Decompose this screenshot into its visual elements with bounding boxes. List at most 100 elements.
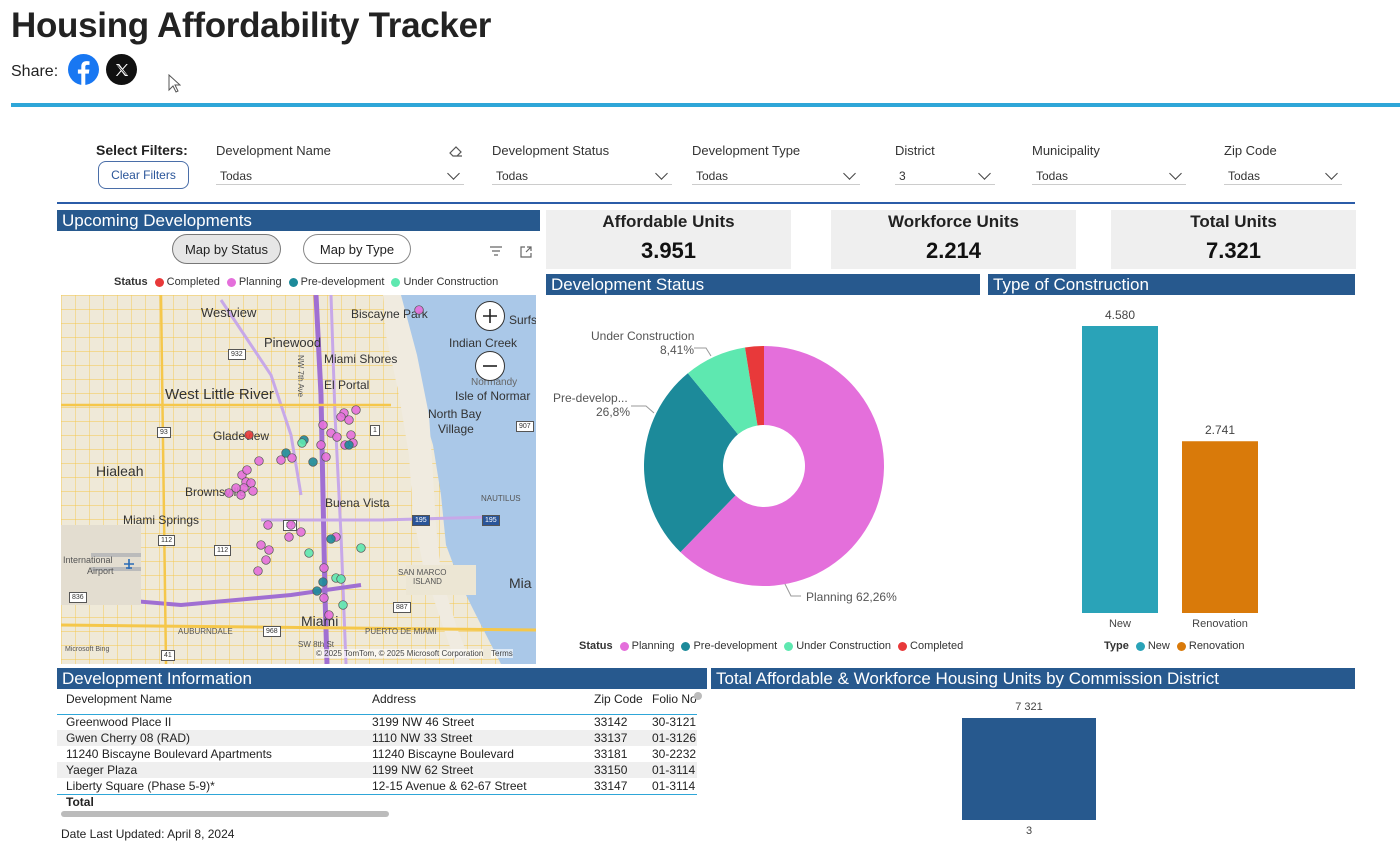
map-by-status-button[interactable]: Map by Status bbox=[172, 234, 281, 264]
map-marker[interactable] bbox=[244, 430, 254, 440]
development-map[interactable]: Westview Biscayne Park Surfs Pinewood In… bbox=[61, 295, 536, 664]
map-marker[interactable] bbox=[261, 555, 271, 565]
upcoming-developments-title: Upcoming Developments bbox=[57, 210, 540, 231]
map-marker[interactable] bbox=[281, 448, 291, 458]
map-marker[interactable] bbox=[316, 440, 326, 450]
mouse-cursor-icon bbox=[168, 74, 181, 93]
filter-district: District 3 bbox=[895, 143, 995, 185]
map-marker[interactable] bbox=[324, 610, 334, 620]
map-marker[interactable] bbox=[319, 563, 329, 573]
x-share-button[interactable] bbox=[106, 54, 137, 85]
map-marker[interactable] bbox=[336, 574, 346, 584]
development-type-select[interactable]: Todas bbox=[692, 163, 860, 185]
map-terms-link[interactable]: Terms bbox=[491, 649, 513, 658]
donut-slice-under-construction[interactable] bbox=[687, 347, 758, 435]
route-shield: 93 bbox=[157, 427, 171, 438]
table-row[interactable]: Gwen Cherry 08 (RAD) 1110 NW 33 Street 331… bbox=[57, 730, 697, 746]
filter-icon[interactable] bbox=[489, 245, 503, 257]
map-marker[interactable] bbox=[253, 566, 263, 576]
map-marker[interactable] bbox=[296, 527, 306, 537]
plus-icon bbox=[483, 309, 497, 323]
map-marker[interactable] bbox=[356, 543, 366, 553]
column-header[interactable]: Zip Code bbox=[594, 692, 643, 706]
clear-filters-button[interactable]: Clear Filters bbox=[98, 161, 189, 189]
district-select[interactable]: 3 bbox=[895, 163, 995, 185]
map-marker[interactable] bbox=[346, 430, 356, 440]
facebook-share-button[interactable] bbox=[68, 54, 99, 85]
map-marker[interactable] bbox=[414, 305, 424, 315]
development-status-select[interactable]: Todas bbox=[492, 163, 672, 185]
table-row[interactable]: Greenwood Place II 3199 NW 46 Street 33142… bbox=[57, 714, 697, 730]
table-horizontal-scrollbar[interactable] bbox=[61, 811, 389, 817]
map-marker[interactable] bbox=[224, 488, 234, 498]
route-shield: 968 bbox=[263, 626, 281, 637]
municipality-select[interactable]: Todas bbox=[1032, 163, 1186, 185]
column-header[interactable]: Folio No bbox=[652, 692, 697, 706]
map-marker[interactable] bbox=[264, 545, 274, 555]
chevron-down-icon bbox=[655, 166, 668, 180]
donut-slice-completed[interactable] bbox=[745, 346, 764, 426]
map-marker[interactable] bbox=[338, 600, 348, 610]
map-marker[interactable] bbox=[318, 577, 328, 587]
map-marker[interactable] bbox=[236, 490, 246, 500]
type-of-construction-chart[interactable]: 4.580 New 2.741 Renovation bbox=[988, 298, 1355, 632]
table-row[interactable]: Yaeger Plaza 1199 NW 62 Street 33150 01-311… bbox=[57, 762, 697, 778]
map-by-type-button[interactable]: Map by Type bbox=[303, 234, 411, 264]
donut-slice-pre-development[interactable] bbox=[644, 373, 738, 553]
map-marker[interactable] bbox=[242, 465, 252, 475]
focus-mode-icon[interactable] bbox=[519, 245, 533, 259]
select-value: Todas bbox=[220, 168, 253, 183]
map-marker[interactable] bbox=[318, 420, 328, 430]
map-marker[interactable] bbox=[284, 532, 294, 542]
facebook-icon bbox=[77, 61, 90, 85]
eraser-icon[interactable] bbox=[448, 144, 464, 158]
map-marker[interactable] bbox=[304, 548, 314, 558]
table-row[interactable]: Liberty Square (Phase 5-9)* 12-15 Avenue … bbox=[57, 778, 697, 794]
column-header[interactable]: Development Name bbox=[66, 692, 173, 706]
bar-district-3[interactable] bbox=[962, 718, 1096, 820]
map-marker[interactable] bbox=[344, 440, 354, 450]
x-icon bbox=[115, 63, 128, 76]
map-marker[interactable] bbox=[286, 520, 296, 530]
map-marker[interactable] bbox=[319, 593, 329, 603]
table-row[interactable]: 11240 Biscayne Boulevard Apartments 11240… bbox=[57, 746, 697, 762]
map-marker[interactable] bbox=[276, 455, 286, 465]
filter-label: Development Status bbox=[492, 143, 610, 158]
zip-code-select[interactable]: Todas bbox=[1224, 163, 1342, 185]
column-header[interactable]: Address bbox=[372, 692, 417, 706]
table-cell: 01-3126 bbox=[652, 731, 697, 745]
development-information-title: Development Information bbox=[57, 668, 707, 689]
bar-renovation[interactable] bbox=[1182, 441, 1258, 613]
table-scroll-handle[interactable] bbox=[694, 692, 702, 700]
map-marker[interactable] bbox=[321, 452, 331, 462]
map-marker[interactable] bbox=[344, 415, 354, 425]
map-marker[interactable] bbox=[297, 438, 307, 448]
map-marker[interactable] bbox=[248, 486, 258, 496]
development-name-select[interactable]: Todas bbox=[216, 163, 464, 185]
map-marker[interactable] bbox=[351, 405, 361, 415]
bar-new[interactable] bbox=[1082, 326, 1158, 613]
map-marker[interactable] bbox=[308, 457, 318, 467]
table-cell: 1199 NW 62 Street bbox=[372, 763, 474, 777]
table-cell: 3199 NW 46 Street bbox=[372, 715, 475, 730]
donut-slice-planning[interactable] bbox=[680, 346, 885, 586]
legend-label: Planning bbox=[238, 276, 282, 288]
district-units-chart[interactable]: 7 321 3 bbox=[711, 692, 1355, 842]
legend-dot-under-construction bbox=[784, 641, 794, 651]
map-marker[interactable] bbox=[254, 456, 264, 466]
development-status-donut[interactable] bbox=[546, 298, 980, 638]
map-marker[interactable] bbox=[256, 540, 266, 550]
map-marker[interactable] bbox=[332, 432, 342, 442]
map-marker[interactable] bbox=[246, 478, 256, 488]
map-marker[interactable] bbox=[312, 586, 322, 596]
map-marker[interactable] bbox=[263, 520, 273, 530]
legend-label: Pre-development bbox=[300, 276, 385, 288]
map-marker[interactable] bbox=[326, 534, 336, 544]
map-marker[interactable] bbox=[336, 412, 346, 422]
map-marker[interactable] bbox=[287, 453, 297, 463]
map-marker[interactable] bbox=[231, 483, 241, 493]
zoom-out-button[interactable] bbox=[475, 351, 505, 381]
select-value: Todas bbox=[496, 168, 529, 183]
zoom-in-button[interactable] bbox=[475, 301, 505, 331]
table-cell: Gwen Cherry 08 (RAD) bbox=[66, 731, 191, 745]
